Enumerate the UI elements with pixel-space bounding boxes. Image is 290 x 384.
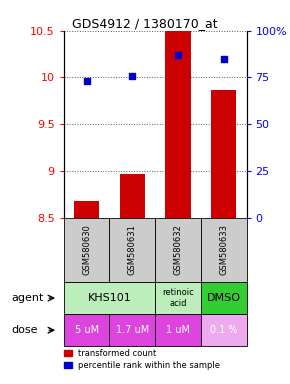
Text: DMSO: DMSO: [207, 293, 241, 303]
Bar: [155, 314, 201, 346]
Bar: [155, 282, 201, 314]
Text: 1 uM: 1 uM: [166, 325, 190, 335]
Bar: [64, 314, 110, 346]
Text: retinoic
acid: retinoic acid: [162, 288, 194, 308]
Bar: [74, 201, 99, 218]
Point: [221, 56, 226, 62]
Bar: [201, 282, 246, 314]
Bar: [155, 218, 201, 282]
Bar: [201, 218, 246, 282]
Text: 0.1 %: 0.1 %: [210, 325, 238, 335]
Bar: [211, 89, 236, 218]
Legend: transformed count, percentile rank within the sample: transformed count, percentile rank withi…: [64, 349, 220, 370]
Bar: [165, 0, 191, 218]
Bar: [110, 314, 155, 346]
Text: KHS101: KHS101: [88, 293, 131, 303]
Point: [130, 73, 135, 79]
Bar: [201, 314, 246, 346]
Text: GDS4912 / 1380170_at: GDS4912 / 1380170_at: [72, 17, 218, 30]
Text: GSM580633: GSM580633: [219, 224, 228, 275]
Bar: [110, 218, 155, 282]
Bar: [64, 218, 110, 282]
Text: 1.7 uM: 1.7 uM: [116, 325, 149, 335]
Text: dose: dose: [12, 325, 38, 335]
Bar: [64, 282, 155, 314]
Text: agent: agent: [12, 293, 44, 303]
Text: GSM580632: GSM580632: [173, 224, 182, 275]
Text: GSM580630: GSM580630: [82, 224, 91, 275]
Point: [84, 78, 89, 84]
Point: [176, 52, 180, 58]
Bar: [120, 174, 145, 218]
Text: GSM580631: GSM580631: [128, 224, 137, 275]
Text: 5 uM: 5 uM: [75, 325, 99, 335]
